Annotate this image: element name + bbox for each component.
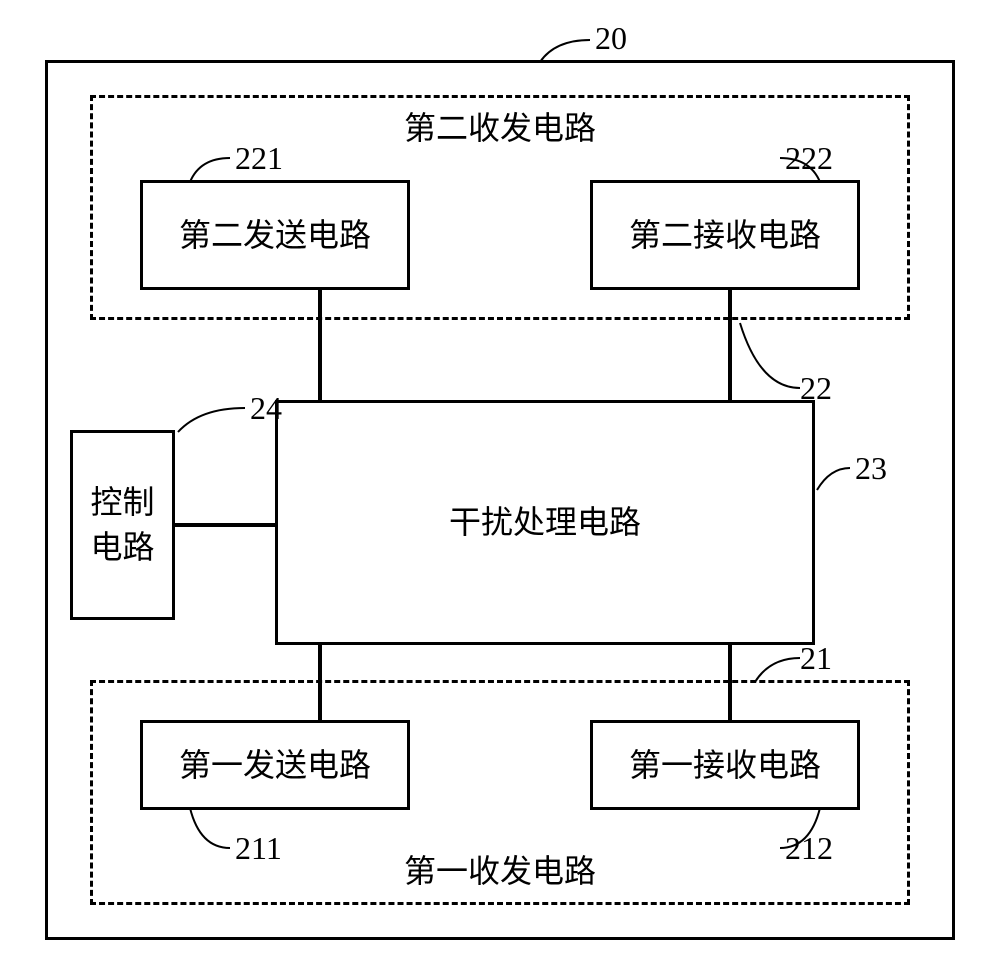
leader-20 — [540, 40, 590, 62]
ref-23: 23 — [855, 450, 887, 487]
diagram-canvas: 第二收发电路 第二发送电路 第二接收电路 控制 电路 干扰处理电路 第一收发电路… — [0, 0, 1000, 975]
ref-221: 221 — [235, 140, 283, 177]
ref-20: 20 — [595, 20, 627, 57]
box-rx2: 第二接收电路 — [590, 180, 860, 290]
box-tx2-text: 第二发送电路 — [179, 213, 371, 258]
box-control-text: 控制 电路 — [90, 480, 154, 570]
box-tx2: 第二发送电路 — [140, 180, 410, 290]
ref-211: 211 — [235, 830, 282, 867]
ref-212: 212 — [785, 830, 833, 867]
box-rx2-text: 第二接收电路 — [629, 213, 821, 258]
box-interference-text: 干扰处理电路 — [449, 500, 641, 545]
box-tx1: 第一发送电路 — [140, 720, 410, 810]
ref-24: 24 — [250, 390, 282, 427]
box-control: 控制 电路 — [70, 430, 175, 620]
ref-222: 222 — [785, 140, 833, 177]
box-tx1-text: 第一发送电路 — [179, 743, 371, 788]
ref-21: 21 — [800, 640, 832, 677]
group-bottom-title: 第一收发电路 — [404, 849, 596, 894]
box-rx1: 第一接收电路 — [590, 720, 860, 810]
box-interference: 干扰处理电路 — [275, 400, 815, 645]
box-rx1-text: 第一接收电路 — [629, 743, 821, 788]
ref-22: 22 — [800, 370, 832, 407]
group-top-title: 第二收发电路 — [404, 106, 596, 151]
